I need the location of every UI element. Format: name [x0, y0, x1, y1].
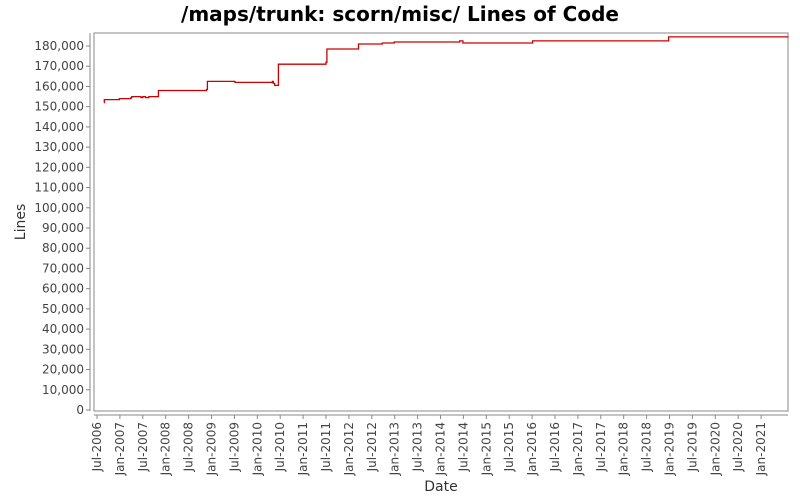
x-tick-label: Jul-2011	[319, 422, 333, 472]
x-tick-label: Jul-2015	[502, 422, 516, 472]
y-tick-label: 30,000	[42, 342, 84, 356]
y-tick-label: 50,000	[42, 302, 84, 316]
y-tick-label: 100,000	[34, 201, 84, 215]
x-tick-label: Jan-2007	[113, 422, 127, 476]
x-tick-label: Jan-2017	[571, 422, 585, 476]
y-tick-label: 140,000	[34, 120, 84, 134]
x-tick-label: Jan-2016	[525, 422, 539, 476]
x-axis-ticks: Jul-2006 Jan-2007 Jul-2007 Jan-2008 Jul-2008…	[90, 415, 768, 476]
x-tick-label: Jul-2013	[411, 422, 425, 472]
x-tick-label: Jul-2016	[548, 422, 562, 472]
x-tick-label: Jan-2021	[754, 422, 768, 476]
x-tick-label: Jul-2019	[685, 422, 699, 472]
lines-of-code-series	[103, 36, 789, 104]
x-tick-label: Jan-2018	[617, 422, 631, 476]
x-tick-label: Jul-2009	[227, 422, 241, 472]
x-tick-label: Jul-2006	[90, 422, 104, 472]
x-tick-label: Jul-2018	[640, 422, 654, 472]
x-tick-label: Jan-2020	[708, 422, 722, 476]
y-tick-label: 70,000	[42, 261, 84, 275]
y-tick-label: 150,000	[34, 100, 84, 114]
x-tick-label: Jul-2007	[136, 422, 150, 472]
x-tick-label: Jan-2010	[250, 422, 264, 476]
y-tick-label: 90,000	[42, 221, 84, 235]
x-tick-label: Jul-2008	[182, 422, 196, 472]
x-tick-label: Jan-2011	[296, 422, 310, 476]
x-tick-label: Jan-2008	[159, 422, 173, 476]
x-tick-label: Jan-2009	[205, 422, 219, 476]
x-axis-title: Date	[424, 479, 457, 495]
y-tick-label: 170,000	[34, 59, 84, 73]
x-tick-label: Jan-2015	[479, 422, 493, 476]
x-tick-label: Jul-2020	[731, 422, 745, 472]
y-tick-label: 80,000	[42, 241, 84, 255]
chart-title: /maps/trunk: scorn/misc/ Lines of Code	[181, 2, 619, 26]
x-tick-label: Jan-2019	[663, 422, 677, 476]
y-tick-label: 60,000	[42, 282, 84, 296]
x-tick-label: Jul-2012	[365, 422, 379, 472]
x-tick-label: Jan-2013	[388, 422, 402, 476]
y-axis-title: Lines	[13, 204, 29, 240]
y-axis-ticks: 0 10,000 20,000 30,000 40,000 50,000 60,000 70,…	[34, 39, 90, 417]
x-tick-label: Jul-2014	[456, 422, 470, 472]
y-tick-label: 40,000	[42, 322, 84, 336]
x-tick-label: Jul-2010	[273, 422, 287, 472]
x-tick-label: Jan-2012	[342, 422, 356, 476]
x-tick-label: Jul-2017	[594, 422, 608, 472]
y-tick-label: 10,000	[42, 383, 84, 397]
y-tick-label: 180,000	[34, 39, 84, 53]
plot-area	[93, 32, 789, 412]
y-tick-label: 160,000	[34, 79, 84, 93]
x-tick-label: Jan-2014	[434, 422, 448, 476]
y-tick-label: 130,000	[34, 140, 84, 154]
y-tick-label: 110,000	[34, 181, 84, 195]
y-tick-label: 20,000	[42, 363, 84, 377]
y-tick-label: 0	[76, 403, 84, 417]
y-tick-label: 120,000	[34, 160, 84, 174]
